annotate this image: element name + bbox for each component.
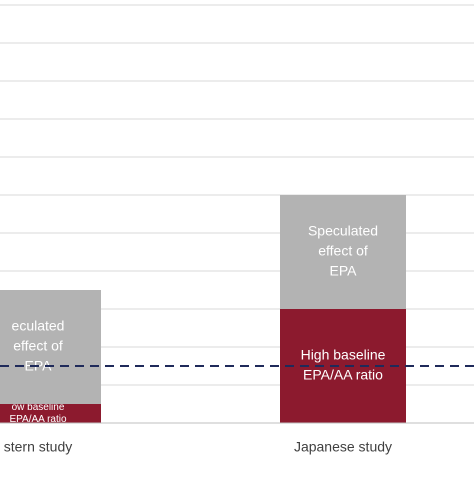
bar-segment [0, 404, 101, 423]
segment-label: Speculated [308, 223, 378, 239]
x-tick-label: Japanese study [294, 439, 392, 455]
segment-label: EPA/AA ratio [9, 414, 67, 425]
segment-label: effect of [13, 338, 63, 354]
x-axis: stern study Japanese study [0, 4, 474, 455]
x-tick-label: stern study [4, 439, 72, 455]
segment-label: effect of [318, 243, 368, 259]
segment-label: ow baseline [12, 402, 65, 413]
segment-label: EPA/AA ratio [303, 367, 383, 383]
bar-segment [0, 290, 101, 404]
bar-segment [280, 195, 406, 309]
segment-label: EPA [330, 263, 358, 279]
segment-label: High baseline [301, 347, 386, 363]
segment-label: eculated [12, 318, 65, 334]
